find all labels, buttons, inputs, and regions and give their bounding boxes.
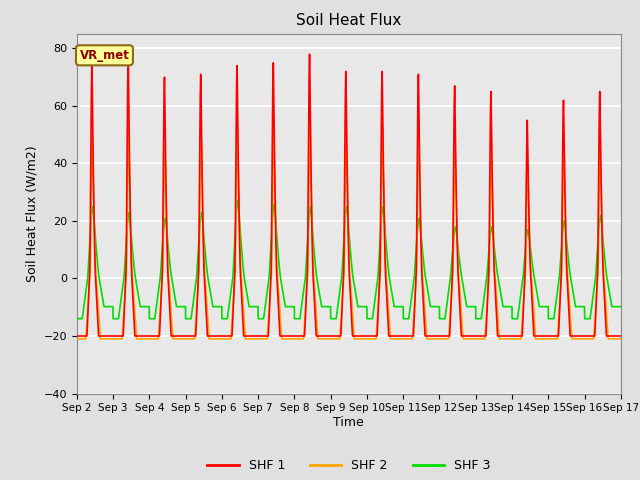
Text: VR_met: VR_met	[79, 49, 129, 62]
X-axis label: Time: Time	[333, 416, 364, 429]
Title: Soil Heat Flux: Soil Heat Flux	[296, 13, 401, 28]
Y-axis label: Soil Heat Flux (W/m2): Soil Heat Flux (W/m2)	[25, 145, 38, 282]
Legend: SHF 1, SHF 2, SHF 3: SHF 1, SHF 2, SHF 3	[202, 455, 495, 477]
